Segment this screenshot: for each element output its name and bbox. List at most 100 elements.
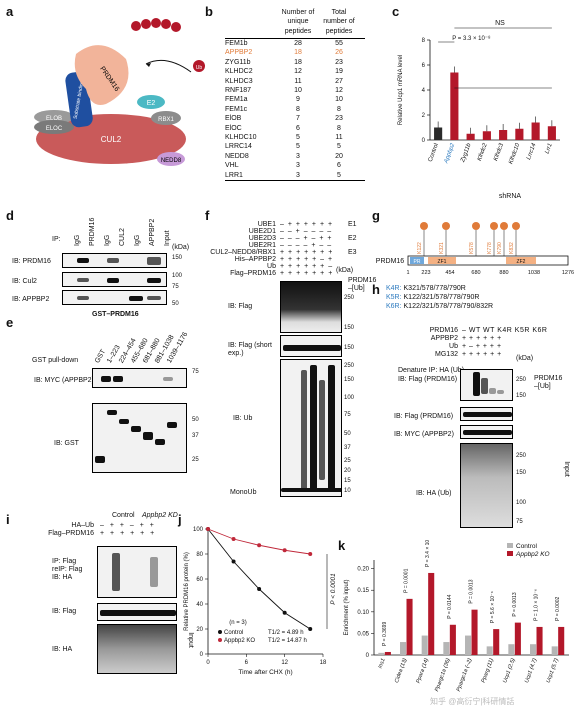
panel-b-letter: b xyxy=(205,4,213,19)
lane-label: CUL2 xyxy=(119,228,126,246)
x-tick-label: Ppargc1a (36) xyxy=(434,657,452,692)
position-label: 223 xyxy=(421,270,430,276)
x-tick-label: Appbp2 xyxy=(443,142,456,165)
bar xyxy=(449,624,456,655)
svg-text:NEDD8: NEDD8 xyxy=(161,158,182,164)
bar xyxy=(493,629,500,655)
table-row: FEM1b 28 55 xyxy=(225,40,343,47)
eloc-shape xyxy=(34,120,74,134)
lane-label: IgG xyxy=(134,234,141,246)
pr-domain xyxy=(410,257,424,264)
y-tick-label: 0.20 xyxy=(357,567,369,573)
panel-f-letter: f xyxy=(205,208,210,223)
blot-f1 xyxy=(280,281,342,333)
bar xyxy=(471,609,478,655)
row-ib-myc: IB: MYC (APPBP2) xyxy=(34,377,94,384)
p-value: P = 0.0001 xyxy=(404,568,410,592)
table-row: LRR1 3 5 xyxy=(225,171,365,182)
position-label: 1038 xyxy=(528,270,540,276)
x-axis-label: shRNA xyxy=(499,193,522,200)
data-point xyxy=(282,548,287,553)
e2-shape xyxy=(137,95,165,109)
row-ib-gst: IB: GST xyxy=(54,440,79,447)
ub-site-marker xyxy=(472,222,480,230)
data-point xyxy=(231,559,236,564)
site-label: K778 xyxy=(487,242,493,254)
blot-h1 xyxy=(460,369,513,401)
elob-shape xyxy=(34,110,74,124)
panel-f: UBE1– + + + + + + E1 UBE2D1– – + – – – – UB… xyxy=(210,221,377,497)
mutant-row: K6R: K122/321/578/778/790/832R xyxy=(386,303,494,310)
p-value: P = 0.3699 xyxy=(382,622,388,646)
y-tick-label: 40 xyxy=(196,602,203,608)
lane-label: IgG xyxy=(104,234,111,246)
panel-c-letter: c xyxy=(392,4,400,19)
y-tick-label: 0.15 xyxy=(357,588,369,594)
protein-label: PRDM16 xyxy=(376,258,404,265)
position-label: 1276 xyxy=(562,270,574,276)
bar xyxy=(515,128,524,140)
bar xyxy=(434,127,443,140)
panel-b-table: Number of unique peptides Total number o… xyxy=(225,8,365,182)
x-tick-label: 12 xyxy=(281,660,288,666)
bar xyxy=(531,122,540,140)
legend-label: Appbp2 KO xyxy=(515,551,550,558)
bar xyxy=(508,644,515,655)
position-label: 880 xyxy=(499,270,508,276)
panel-e-letter: e xyxy=(6,315,14,330)
bar xyxy=(450,72,459,140)
row-ib-prdm16: IB: PRDM16 xyxy=(12,258,51,265)
data-point xyxy=(231,537,236,541)
blot-i2 xyxy=(97,603,177,621)
row-ib-appbp2: IB: APPBP2 xyxy=(12,296,50,303)
row-ib-flag-short: IB: Flag (short exp.) xyxy=(228,342,272,357)
legend-marker xyxy=(218,630,222,634)
p-value: P < 0.0001 xyxy=(330,573,337,605)
y-tick-label: 0 xyxy=(366,653,370,659)
site-label: K122 xyxy=(417,242,423,254)
p-value: P = 3.3 × 10⁻⁸ xyxy=(452,35,491,42)
blot-d1 xyxy=(62,253,167,268)
prdm16-shape xyxy=(74,45,129,105)
svg-text:PR: PR xyxy=(414,259,421,265)
data-point xyxy=(257,587,262,591)
blot-f3 xyxy=(280,359,342,497)
p-value: P = 0.0002 xyxy=(555,596,561,620)
panel-k-chart: 0.20 0.15 0.10 0.05 0 Enrichment (% input) Ins… xyxy=(344,540,569,692)
bar xyxy=(378,652,385,655)
panel-i: Control Appbp2 KD HA–Ub – + + – + + Flag–P… xyxy=(12,508,202,678)
blot-h4 xyxy=(460,443,513,528)
bar xyxy=(486,646,493,655)
panel-g-domain-map: PRDM16 PR ZF1 ZF2 1 223 454 680 880 1038 1276 K122 K… xyxy=(376,222,574,276)
table-row: KLHDC3 11 27 xyxy=(225,77,343,85)
kda-label: (kDa) xyxy=(172,244,190,251)
panel-e: GST–PRDM16 GST pull-down IB: MYC (APPBP2… xyxy=(12,305,202,480)
x-tick-label: Pparg (11) xyxy=(481,657,495,683)
legend-swatch xyxy=(507,551,513,556)
position-label: 1 xyxy=(406,270,409,276)
x-tick-label: Ppara (14) xyxy=(416,657,431,684)
x-tick-label: Control xyxy=(428,143,440,163)
p-value: P = 1.0 × 10⁻⁶ xyxy=(534,589,540,621)
panel-k-letter: k xyxy=(338,538,346,553)
bar xyxy=(514,622,521,655)
lane-label: IgG xyxy=(74,234,81,246)
ub-site-marker xyxy=(512,222,520,230)
bar xyxy=(547,126,556,140)
p-value: P = 0.0144 xyxy=(447,594,453,618)
bar xyxy=(558,626,565,655)
bar xyxy=(400,642,407,655)
svg-text:ZF1: ZF1 xyxy=(438,259,447,265)
zf1-domain xyxy=(428,257,456,264)
row-monoub: MonoUb xyxy=(230,489,257,496)
x-tick-label: 0 xyxy=(206,660,210,666)
table-row: ElOB 7 23 xyxy=(225,115,343,123)
bar xyxy=(466,133,475,140)
table-row: KLHDC2 12 19 xyxy=(225,68,343,76)
table-row: NEDD8 3 20 xyxy=(225,152,343,160)
x-tick-label: Klhdc3 xyxy=(493,142,505,162)
blot-h3 xyxy=(460,425,513,439)
legend-marker xyxy=(218,638,222,642)
y-tick-label: 100 xyxy=(193,527,204,533)
bar xyxy=(530,644,537,655)
